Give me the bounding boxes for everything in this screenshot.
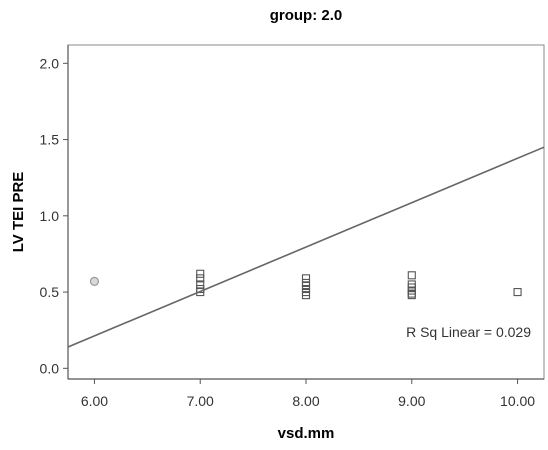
data-point-18 <box>513 288 522 297</box>
data-point-12 <box>407 271 416 280</box>
data-point-11 <box>301 291 311 300</box>
data-point-2 <box>196 274 205 283</box>
y-ticks: 0.0 0.5 1.0 1.5 2.0 <box>40 55 68 376</box>
data-points <box>89 269 522 300</box>
y-axis-label: LV TEI PRE <box>10 172 27 253</box>
x-tick-label-3: 9.00 <box>398 393 425 409</box>
x-tick-label-2: 8.00 <box>292 393 319 409</box>
data-point-0 <box>89 276 100 286</box>
data-point-1 <box>196 269 205 278</box>
data-point-6 <box>301 274 311 283</box>
data-point-3 <box>196 280 205 289</box>
x-tick-label-1: 7.00 <box>187 393 214 409</box>
x-ticks: 6.00 7.00 8.00 9.00 10.00 <box>81 379 535 409</box>
y-tick-label-0: 0.0 <box>40 360 60 376</box>
chart-title: group: 2.0 <box>270 7 343 24</box>
fit-line-group <box>67 146 545 348</box>
x-axis-label: vsd.mm <box>278 425 335 442</box>
y-tick-label-2: 1.0 <box>40 208 60 224</box>
fit-line <box>67 146 545 348</box>
data-point-5 <box>196 288 205 297</box>
r-squared-annotation: R Sq Linear = 0.029 <box>406 324 531 340</box>
y-tick-label-3: 1.5 <box>40 132 60 148</box>
y-tick-label-4: 2.0 <box>40 55 60 71</box>
y-tick-label-1: 0.5 <box>40 284 60 300</box>
x-tick-label-0: 6.00 <box>81 393 108 409</box>
data-point-17 <box>407 291 416 300</box>
x-tick-label-4: 10.00 <box>500 393 535 409</box>
